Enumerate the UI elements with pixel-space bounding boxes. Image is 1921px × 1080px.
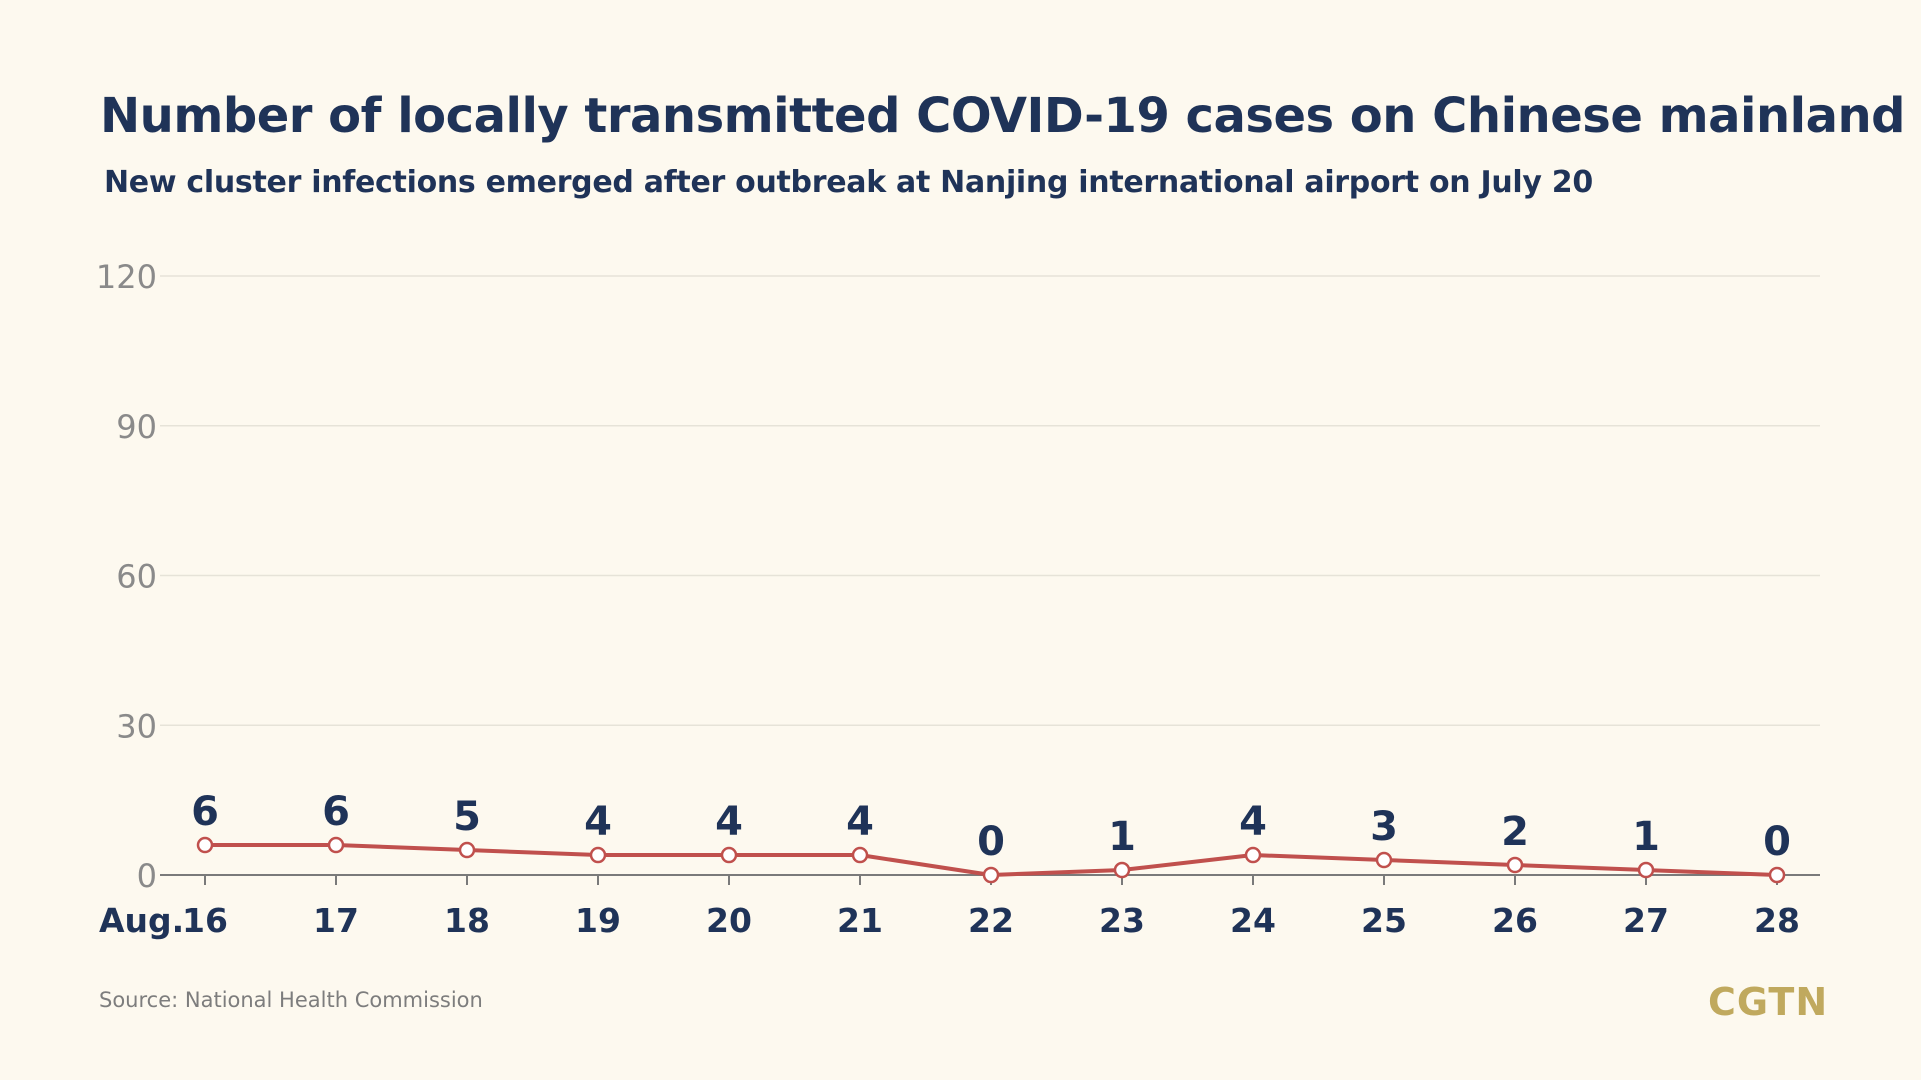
y-tick-label: 120 bbox=[96, 258, 157, 296]
data-label: 4 bbox=[846, 799, 874, 845]
y-tick-label: 90 bbox=[116, 408, 157, 446]
x-tick-label: 20 bbox=[706, 901, 752, 940]
data-point bbox=[1244, 846, 1262, 864]
data-label: 2 bbox=[1501, 809, 1529, 855]
data-label: 4 bbox=[715, 799, 743, 845]
x-tick-label: 26 bbox=[1492, 901, 1538, 940]
x-tick-label: 23 bbox=[1099, 901, 1145, 940]
data-label: 6 bbox=[322, 789, 350, 835]
data-label: 0 bbox=[977, 819, 1005, 865]
x-tick-label: 27 bbox=[1623, 901, 1669, 940]
data-label: 0 bbox=[1763, 819, 1791, 865]
data-point bbox=[1768, 866, 1786, 884]
data-label: 5 bbox=[453, 794, 481, 840]
x-tick-label: 17 bbox=[313, 901, 359, 940]
data-point bbox=[851, 846, 869, 864]
data-label: 1 bbox=[1632, 814, 1660, 860]
data-point bbox=[1506, 856, 1524, 874]
data-point bbox=[1375, 851, 1393, 869]
y-tick-label: 60 bbox=[116, 558, 157, 596]
x-tick-label: 28 bbox=[1754, 901, 1800, 940]
data-point bbox=[589, 846, 607, 864]
data-point bbox=[196, 836, 214, 854]
data-point bbox=[982, 866, 1000, 884]
data-label: 4 bbox=[1239, 799, 1267, 845]
data-point bbox=[720, 846, 738, 864]
cgtn-logo: CGTN bbox=[1708, 980, 1829, 1024]
data-label: 4 bbox=[584, 799, 612, 845]
data-label: 3 bbox=[1370, 804, 1398, 850]
data-label: 6 bbox=[191, 789, 219, 835]
chart-title: Number of locally transmitted COVID-19 c… bbox=[100, 88, 1905, 144]
data-point bbox=[458, 841, 476, 859]
x-tick-label: 16 bbox=[182, 901, 228, 940]
data-point bbox=[1113, 861, 1131, 879]
y-tick-label: 0 bbox=[137, 857, 157, 895]
data-point bbox=[327, 836, 345, 854]
x-tick-label: 19 bbox=[575, 901, 621, 940]
x-tick-label: 21 bbox=[837, 901, 883, 940]
x-axis-month-label: Aug. bbox=[99, 901, 184, 940]
y-tick-label: 30 bbox=[116, 707, 157, 745]
source-note: Source: National Health Commission bbox=[99, 988, 483, 1012]
x-tick-label: 25 bbox=[1361, 901, 1407, 940]
x-tick-label: 24 bbox=[1230, 901, 1276, 940]
data-label: 1 bbox=[1108, 814, 1136, 860]
x-tick-label: 18 bbox=[444, 901, 490, 940]
x-tick-label: 22 bbox=[968, 901, 1014, 940]
data-point bbox=[1637, 861, 1655, 879]
chart-subtitle: New cluster infections emerged after out… bbox=[104, 165, 1593, 200]
